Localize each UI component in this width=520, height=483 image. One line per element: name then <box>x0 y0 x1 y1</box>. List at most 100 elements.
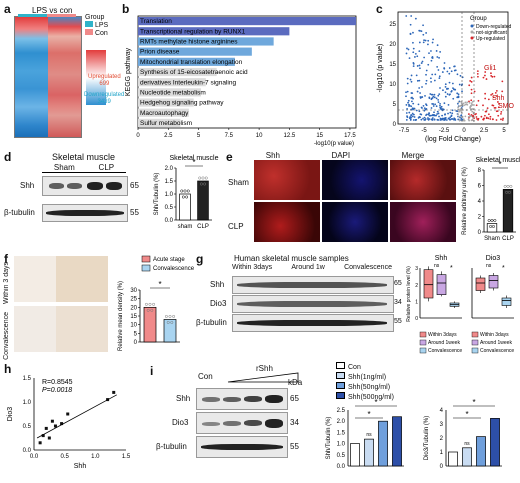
volcano-point <box>490 75 493 77</box>
volcano-point <box>436 65 439 68</box>
volcano-point <box>487 98 490 101</box>
volcano-point <box>434 73 437 76</box>
volcano-point <box>462 118 465 121</box>
scatter-point <box>50 419 54 423</box>
y-tick-label: 0.5 <box>165 205 174 211</box>
kegg-label: Hedgehog signaling pathway <box>140 100 224 107</box>
volcano-point <box>476 117 478 120</box>
data-point <box>487 219 491 222</box>
volcano-point <box>407 101 409 104</box>
volcano-point <box>472 115 474 118</box>
bar <box>378 420 388 467</box>
volcano-point <box>427 43 429 46</box>
volcano-point <box>453 118 455 121</box>
data-point <box>183 189 187 193</box>
panel-label-c: c <box>376 2 383 16</box>
g-group-2: Around 1w <box>291 264 325 271</box>
y-tick-label: 10 <box>389 82 396 88</box>
group-sham: Sham <box>53 163 75 172</box>
volcano-point <box>408 105 410 107</box>
volcano-point <box>467 113 470 115</box>
legend-dot <box>470 36 474 40</box>
scatter-point <box>47 436 51 440</box>
chart-title: Skeletal muscle <box>475 157 520 164</box>
y-tick-label: 1.0 <box>337 442 346 448</box>
legend-label: Within 3days <box>428 332 457 338</box>
volcano-point <box>420 118 423 121</box>
legend-label: Shh(500ng/ml) <box>348 394 394 401</box>
volcano-point <box>411 112 414 115</box>
volcano-point <box>412 63 415 65</box>
legend-swatch <box>471 331 479 338</box>
legend-label: Around 1week <box>480 340 512 346</box>
volcano-point <box>411 100 413 103</box>
box <box>423 269 434 299</box>
data-point <box>152 302 156 306</box>
volcano-point <box>489 118 492 120</box>
volcano-point <box>501 80 504 83</box>
bar <box>392 416 402 467</box>
y-axis-label: KEGG pathway <box>125 47 132 96</box>
volcano-point <box>451 112 454 115</box>
i-kda-34: 34 <box>290 418 299 427</box>
volcano-point <box>430 98 433 101</box>
y-tick-label: 0.0 <box>165 218 174 224</box>
row-tub-label: β-tubulin <box>4 208 35 217</box>
volcano-point <box>412 31 414 34</box>
volcano-point <box>482 76 485 79</box>
volcano-point <box>423 39 425 42</box>
volcano-point <box>425 69 428 72</box>
volcano-point <box>445 119 448 121</box>
volcano-point <box>470 119 473 122</box>
legend-item: Shh(500ng/ml) <box>336 392 394 402</box>
y-axis-label: Dio3 <box>7 407 14 422</box>
sig-star: * <box>450 265 453 272</box>
data-point <box>185 195 189 199</box>
kegg-label: derivatives Interleukin-7 signaling <box>140 79 236 86</box>
volcano-point <box>449 111 452 114</box>
scatter-point <box>53 424 57 428</box>
volcano-point <box>410 92 413 94</box>
y-tick-label: 0 <box>478 230 482 236</box>
volcano-point <box>423 107 426 110</box>
blot-i-tubulin <box>196 436 288 458</box>
sig-star: * <box>367 410 370 419</box>
kegg-bar <box>138 27 290 36</box>
kegg-bar <box>138 47 252 56</box>
y-tick-label: 0.0 <box>337 464 346 470</box>
volcano-point <box>456 96 459 99</box>
volcano-point <box>439 104 441 107</box>
data-point <box>493 219 497 222</box>
bar <box>350 443 360 467</box>
volcano-point <box>475 104 478 107</box>
blot-d-shh <box>42 176 128 196</box>
volcano-point <box>444 83 447 86</box>
volcano-point <box>457 106 460 109</box>
volcano-point <box>410 114 413 116</box>
volcano-point <box>450 90 453 93</box>
volcano-point <box>428 52 430 55</box>
volcano-point <box>466 101 469 104</box>
data-point <box>201 176 205 180</box>
x-tick-label: Sham <box>484 236 500 242</box>
volcano-point <box>458 83 461 86</box>
legend-swatch <box>471 347 479 354</box>
volcano-point <box>427 39 430 42</box>
blot-g-groups: Within 3days Around 1w Convalescence <box>232 264 392 271</box>
y-tick-label: 0.0 <box>23 448 32 454</box>
volcano-point <box>459 74 462 77</box>
y-tick-label: 10 <box>130 323 137 329</box>
legend-swatch <box>471 339 479 346</box>
legend-swatch <box>419 339 427 346</box>
volcano-point <box>419 92 421 94</box>
legend-label: Convalescence <box>428 348 462 354</box>
y-tick-label: 4 <box>478 199 482 205</box>
volcano-point <box>433 79 436 82</box>
volcano-point <box>419 67 421 70</box>
volcano-point <box>484 114 486 117</box>
kegg-bar-chart: Translation Transcriptional regulation by… <box>125 15 356 147</box>
data-point <box>507 190 511 194</box>
data-point <box>164 315 168 318</box>
volcano-point <box>432 113 434 116</box>
x-tick-label: 5 <box>502 128 506 134</box>
